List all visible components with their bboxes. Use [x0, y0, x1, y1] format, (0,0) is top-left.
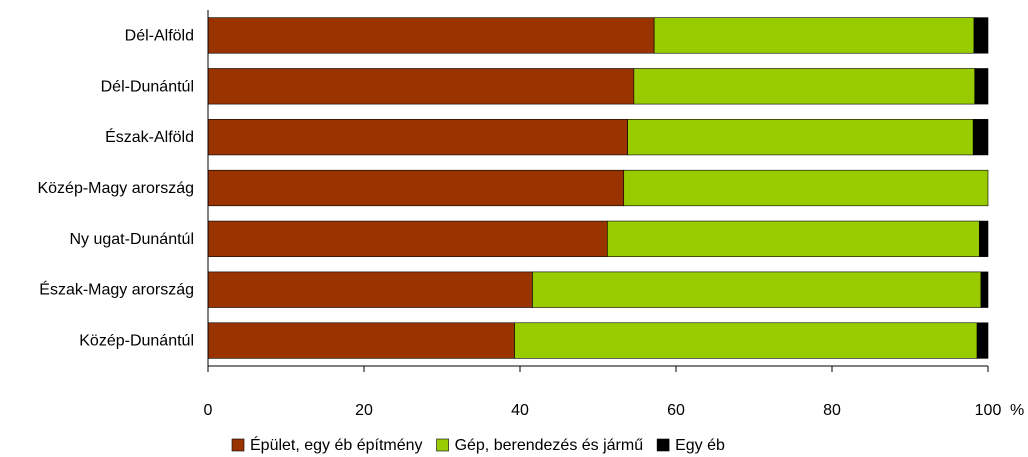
- legend-label-2: Gép, berendezés és jármű: [455, 437, 644, 454]
- bar-segment-1-row-6: [207, 271, 533, 308]
- bar-segment-2-row-5: [607, 220, 980, 257]
- bar-segment-1-row-7: [207, 322, 515, 359]
- bar-segment-3-row-5: [979, 220, 989, 257]
- bar-segment-3-row-1: [973, 17, 989, 54]
- bar-segment-2-row-1: [653, 17, 975, 54]
- legend-label-1: Épület, egy éb építmény: [250, 435, 423, 454]
- category-label: Dél-Alföld: [125, 27, 194, 44]
- bar-segment-1-row-4: [207, 169, 625, 207]
- bar-segment-1-row-1: [207, 17, 655, 54]
- legend-swatch-3: [656, 438, 670, 452]
- legend: Épület, egy éb építmény Gép, berendezés é…: [231, 435, 725, 454]
- category-label: Közép-Dunántúl: [79, 333, 194, 350]
- category-labels: Dél-Alföld Dél-Dunántúl Észak-Alföld Közép-…: [37, 27, 194, 349]
- x-tick-label: 0: [204, 402, 213, 419]
- category-label: Közép-Magy arország: [37, 180, 194, 197]
- bar-segment-3-row-6: [980, 271, 989, 308]
- legend-swatch-2: [436, 438, 449, 452]
- x-tick-label: 40: [511, 402, 529, 419]
- bar-segment-1-row-5: [207, 220, 608, 257]
- bars-layer: [207, 17, 989, 359]
- x-tick-label: 100: [975, 402, 1002, 419]
- bar-segment-2-row-3: [627, 119, 974, 156]
- x-axis-ticks: 0 20 40 60 80 100: [204, 366, 1002, 419]
- category-label: Észak-Alföld: [105, 127, 194, 146]
- legend-label-3: Egy éb: [675, 437, 725, 454]
- bar-segment-2-row-6: [532, 271, 982, 308]
- bar-segment-1-row-2: [207, 68, 635, 105]
- x-axis-unit-label: %: [1010, 402, 1024, 419]
- category-label: Észak-Magy arország: [39, 280, 194, 299]
- bar-segment-2-row-4: [623, 169, 989, 207]
- category-label: Dél-Dunántúl: [101, 78, 194, 95]
- bar-segment-2-row-2: [633, 68, 976, 105]
- category-label: Ny ugat-Dunántúl: [69, 231, 194, 248]
- x-tick-label: 80: [823, 402, 841, 419]
- legend-swatch-1: [231, 438, 245, 452]
- bar-segment-3-row-2: [974, 68, 989, 105]
- x-tick-label: 20: [355, 402, 373, 419]
- bar-segment-1-row-3: [207, 119, 628, 156]
- bar-segment-2-row-7: [514, 322, 978, 359]
- bar-segment-3-row-3: [972, 119, 989, 156]
- x-tick-label: 60: [667, 402, 685, 419]
- bar-segment-3-row-7: [976, 322, 989, 359]
